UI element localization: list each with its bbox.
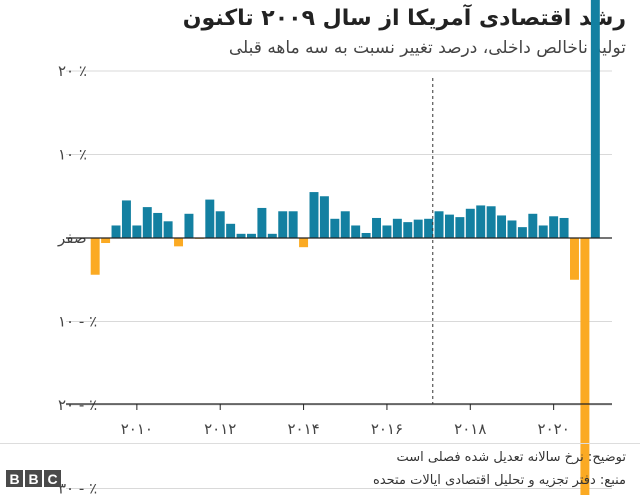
chart-subtitle: تولید ناخالص داخلی، درصد تغییر نسبت به س…: [228, 38, 626, 58]
y-tick-label: ٪ ۲۰: [58, 62, 87, 80]
bar: [288, 211, 298, 238]
bar: [340, 211, 350, 238]
bar: [299, 238, 309, 248]
x-tick-label: ۲۰۲۰: [538, 420, 570, 438]
bar: [278, 211, 288, 238]
bbc-logo: B B C: [6, 470, 61, 487]
bar: [497, 215, 507, 238]
bar: [517, 227, 527, 238]
bar: [559, 217, 569, 238]
bar: [215, 211, 225, 238]
bar: [507, 220, 517, 238]
y-tick-label: ٪ - ۳۰: [58, 480, 97, 495]
bar: [309, 192, 319, 238]
bar: [413, 219, 423, 238]
footer-divider: [0, 443, 640, 444]
x-tick-label: ۲۰۱۲: [204, 420, 236, 438]
bar: [434, 211, 444, 238]
bar: [351, 225, 361, 238]
footer-note: توضیح: نرخ سالانه تعدیل شده فصلی است: [396, 450, 627, 465]
x-tick-label: ۲۰۱۴: [287, 420, 319, 438]
bar: [111, 225, 121, 238]
bar: [382, 225, 392, 238]
bar: [424, 218, 434, 238]
y-tick-label: ٪ ۱۰: [58, 146, 87, 164]
chart-title: رشد اقتصادی آمریکا از سال ۲۰۰۹ تاکنون: [182, 6, 626, 31]
bar: [121, 200, 131, 238]
bar: [267, 233, 277, 238]
bbc-logo-letter-2: B: [25, 470, 42, 487]
bar: [330, 218, 340, 238]
bar: [580, 238, 590, 495]
bar: [476, 205, 486, 238]
y-tick-label: ٪ - ۲۰: [58, 396, 97, 414]
y-tick-label: ٪ - ۱۰: [58, 313, 97, 331]
bar: [163, 221, 173, 238]
bar: [184, 213, 194, 238]
bar: [444, 214, 454, 238]
bar: [403, 222, 413, 238]
bar: [392, 218, 402, 238]
bar: [153, 212, 163, 238]
bar: [486, 206, 496, 238]
bar: [372, 217, 381, 238]
bar: [361, 232, 371, 238]
footer-source: منبع: دفتر تجزیه و تحلیل اقتصادی ایالات …: [373, 473, 626, 488]
bar: [455, 217, 465, 238]
bar: [90, 238, 100, 275]
bar: [528, 213, 538, 238]
bar: [246, 233, 256, 238]
bar: [570, 238, 579, 280]
x-tick-label: ۲۰۱۶: [371, 420, 403, 438]
bar: [236, 233, 246, 238]
bar: [257, 207, 267, 238]
bar: [319, 196, 329, 238]
bar: [205, 199, 215, 238]
bar: [142, 207, 152, 238]
bar: [538, 225, 548, 238]
bar: [465, 208, 475, 238]
bar: [226, 223, 236, 238]
bar: [101, 238, 111, 244]
x-tick-label: ۲۰۱۰: [121, 420, 153, 438]
x-tick-label: ۲۰۱۸: [454, 420, 486, 438]
bar: [174, 238, 184, 247]
bar: [132, 225, 142, 238]
bbc-logo-letter-3: C: [44, 470, 61, 487]
bbc-logo-letter-1: B: [6, 470, 23, 487]
bar: [590, 0, 600, 239]
bar: [549, 216, 559, 238]
